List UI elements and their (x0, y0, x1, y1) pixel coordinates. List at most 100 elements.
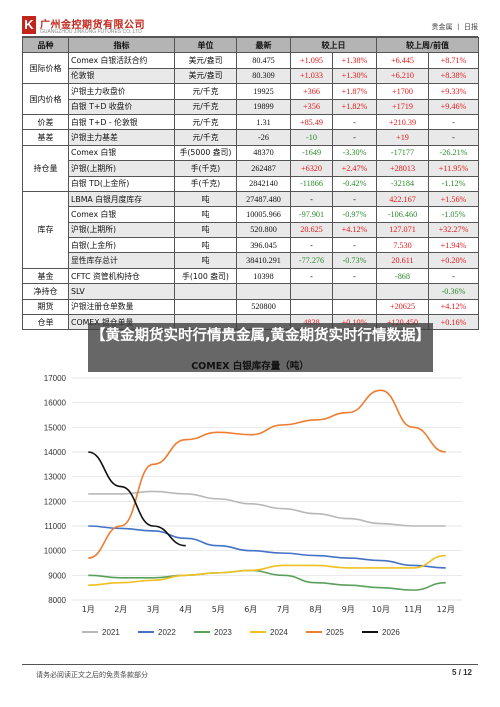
w1-cell: +1700 (376, 83, 429, 100)
col-header-variety: 品种 (22, 36, 69, 54)
indicator-name: Comex 白银活跃合约 (68, 52, 175, 69)
company-logo: K (22, 16, 36, 34)
w1p-cell: -0.36% (427, 283, 480, 300)
group-label: 期货 (22, 298, 69, 316)
indicator-name: 伦敦银 (68, 67, 175, 85)
legend-label: 2024 (270, 628, 288, 637)
latest-cell: 520.800 (236, 221, 291, 239)
table-row: 伦敦银 美元/盎司 80.309 +1.033 +1.30% +6.210 +8.38% (23, 67, 480, 85)
latest-cell: 80.475 (236, 52, 291, 69)
latest-cell: 1.31 (236, 113, 291, 131)
page-header: K 广州金控期货有限公司 GUANGZHOU JINKONG FUTURES C… (22, 14, 478, 38)
table-row: 白银 T+D 收盘价 元/千克 19899 +356 +1.82% +1719 +9.46% (23, 98, 480, 115)
x-tick-label: 4月 (179, 605, 192, 614)
indicator-name: 显性库存总计 (68, 252, 175, 269)
d1-cell: +1.033 (290, 67, 333, 85)
unit-cell: 手(千克) (174, 175, 237, 192)
unit-cell: 元/千克 (174, 129, 237, 146)
d1p-cell: +1.82% (332, 98, 377, 115)
d1p-cell: -0.73% (332, 252, 377, 269)
indicator-name: 沪银主力收盘价 (68, 83, 175, 100)
latest-cell: 19925 (236, 83, 291, 100)
w1-cell: 422.167 (376, 190, 429, 208)
group-label: 基金 (22, 267, 69, 285)
d1-cell: -77.276 (290, 252, 333, 269)
w1p-cell: -1.12% (427, 175, 480, 192)
d1p-cell: - (332, 237, 377, 254)
d1-cell: -10 (290, 129, 333, 146)
d1-cell: -11866 (290, 175, 333, 192)
d1-cell: +356 (290, 98, 333, 115)
w1p-cell: - (427, 113, 480, 131)
table-row: 国内价格 沪银主力收盘价 元/千克 19925 +366 +1.87% +1700 +9.33… (22, 83, 480, 115)
indicator-name: 沪银注册仓单数量 (68, 298, 175, 316)
header-divider (22, 36, 478, 37)
unit-cell: 手(千克) (174, 160, 237, 177)
unit-cell: 吨 (174, 190, 237, 208)
y-tick-label: 9000 (48, 571, 66, 580)
col-header-indicator: 指标 (68, 36, 175, 54)
w1p-cell: +1.94% (427, 237, 480, 254)
w1p-cell: -26.21% (427, 144, 480, 162)
group-label: 国际价格 (22, 52, 69, 85)
legend-label: 2021 (102, 628, 120, 637)
latest-cell: 396.045 (236, 237, 291, 254)
latest-cell: 2842140 (236, 175, 291, 192)
company-name-en: GUANGZHOU JINKONG FUTURES CO.,LTD (40, 29, 142, 35)
w1p-cell: - (427, 267, 480, 285)
unit-cell: 吨 (174, 221, 237, 239)
unit-cell: 吨 (174, 206, 237, 223)
latest-cell: 19899 (236, 98, 291, 115)
x-tick-label: 8月 (309, 605, 322, 614)
w1-cell: -106.460 (376, 206, 429, 223)
table-row: 基差 沪银主力基差 元/千克 -26 -10- +19- (22, 129, 480, 146)
table-row: 沪银(上期所) 手(千克) 262487 +6320 +2.47% +28013 +11.9… (23, 160, 480, 177)
indicator-name: 白银 T+D 收盘价 (68, 98, 175, 115)
w1p-cell: +11.95% (427, 160, 480, 177)
legend-label: 2025 (326, 628, 344, 637)
group-label: 国内价格 (22, 83, 69, 115)
w1-cell: -32184 (376, 175, 429, 192)
unit-cell: 元/千克 (174, 83, 237, 100)
x-tick-label: 5月 (212, 605, 225, 614)
y-tick-label: 17000 (44, 374, 67, 383)
d1-cell: - (290, 237, 333, 254)
table-row: 沪银(上期所) 吨 520.800 20.625 +4.12% 127.071 +32.27… (23, 221, 480, 239)
x-tick-label: 9月 (342, 605, 355, 614)
w1-cell: +28013 (376, 160, 429, 177)
indicator-name: LBMA 白银月度库存 (68, 190, 175, 208)
y-tick-label: 8000 (48, 596, 66, 605)
table-row: 白银 TD(上金所) 手(千克) 2842140 -11866 -0.42% -32184… (23, 175, 480, 192)
latest-cell: 10398 (236, 267, 291, 285)
col-header-latest: 最新 (236, 36, 291, 54)
d1p-cell: -0.42% (332, 175, 377, 192)
w1p-cell: +1.56% (427, 190, 480, 208)
w1p-cell: +8.38% (427, 67, 480, 85)
indicator-name: 沪银主力基差 (68, 129, 175, 146)
y-tick-label: 10000 (44, 547, 67, 556)
w1-cell: +210.39 (376, 113, 429, 131)
w1p-cell: +0.20% (427, 252, 480, 269)
unit-cell: 元/千克 (174, 113, 237, 131)
report-type: 贵金属 丨 日报 (431, 23, 478, 31)
d1-cell: +1.095 (290, 52, 333, 69)
d1-cell (290, 298, 333, 316)
y-tick-label: 14000 (44, 448, 67, 457)
unit-cell: 元/千克 (174, 98, 237, 115)
col-header-day-change: 较上日 (290, 36, 377, 54)
d1p-cell: -3.30% (332, 144, 377, 162)
table-header-row: 品种 指标 单位 最新 较上日 较上周/前值 (22, 36, 480, 54)
w1-cell: 127.071 (376, 221, 429, 239)
unit-cell: 美元/盎司 (174, 52, 237, 69)
w1p-cell: +8.71% (427, 52, 480, 69)
inventory-line-chart: 8000 9000 10000 11000 12000 13000 14000 15000 16… (44, 374, 462, 637)
unit-cell: 美元/盎司 (174, 67, 237, 85)
latest-cell: 520800 (236, 298, 291, 316)
market-data-table: 品种 指标 单位 最新 较上日 较上周/前值 国际价格 Comex 白银活跃合约美… (22, 36, 480, 331)
table-row: 库存 LBMA 白银月度库存吨 27487.480- -422.167 +1.56% (22, 190, 480, 269)
latest-cell: 27487.480 (236, 190, 291, 208)
unit-cell (174, 283, 237, 300)
latest-cell: 38410.291 (236, 252, 291, 269)
w1-cell: 7.530 (376, 237, 429, 254)
d1-cell: +366 (290, 83, 333, 100)
